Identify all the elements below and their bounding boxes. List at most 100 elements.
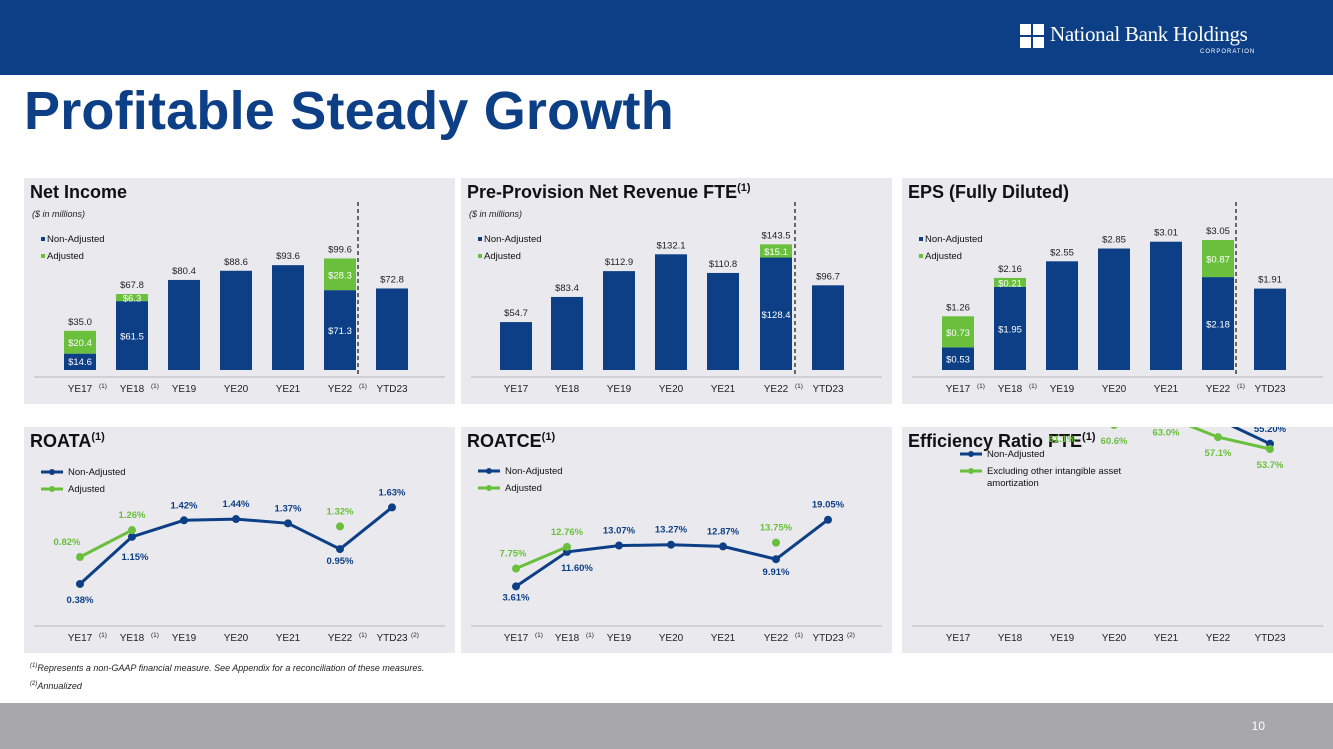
roatce-panel: ROATCE(1) Non-Adjusted Adjusted YE17 (1) YE1… [461,427,892,653]
bar-adjusted [324,258,356,291]
x-tick-label: YE20 [659,633,684,644]
x-tick-note: (1) [1029,383,1037,390]
x-tick-label: YE21 [1154,633,1179,644]
x-tick-label: YTD23 [376,633,408,644]
data-point [232,515,240,524]
panel-title: ROATA(1) [30,431,105,451]
data-point [824,515,832,524]
legend-label: Non-Adjusted [484,234,542,245]
bar-non-adjusted [1046,261,1078,370]
x-tick-note: (1) [1237,383,1245,390]
chart-subtitle: ($ in millions) [32,209,85,219]
panel-title: Pre-Provision Net Revenue FTE(1) [467,182,751,202]
x-tick-label: YE20 [224,384,249,395]
x-tick-label: YE22 [328,633,353,644]
x-tick-label: YE20 [1102,633,1127,644]
x-tick-note: (1) [99,632,107,639]
bar-data-label: $0.87 [1206,255,1230,266]
data-point [667,540,675,549]
data-label: 19.05% [812,500,845,511]
legend-label: Non-Adjusted [47,234,105,245]
panel-title: EPS (Fully Diluted) [908,182,1070,202]
bar-total-label: $2.85 [1102,235,1126,246]
bar-non-adjusted [324,290,356,370]
bar-adjusted [116,294,148,302]
x-tick-note: (1) [795,383,803,390]
bar-non-adjusted [1150,241,1182,370]
x-tick-label: YE19 [172,633,197,644]
legend-label: Non-Adjusted [987,449,1045,460]
data-label: 12.76% [551,527,584,538]
x-tick-label: YE18 [120,384,145,395]
legend-marker [486,485,492,491]
data-label: 1.42% [171,500,198,511]
x-tick-note: (1) [99,383,107,390]
data-label: 1.15% [122,552,149,563]
data-label: 1.26% [119,510,146,521]
bar-adjusted [942,316,974,348]
roatce-chart: Non-Adjusted Adjusted YE17 (1) YE18 (1) YE19 YE… [471,466,882,644]
data-label: 13.07% [603,526,636,537]
page-number: 10 [1251,719,1265,733]
bar-non-adjusted [376,288,408,370]
net-income-panel: Net Income ($ in millions) Non-Adjusted Ad… [24,178,455,404]
bar-adjusted [1202,240,1234,278]
legend-label: Adjusted [505,483,542,494]
data-point [284,519,292,528]
x-tick-label: YE19 [1050,384,1075,395]
data-point [336,522,344,531]
data-label: 1.44% [223,499,250,510]
footnotes: (1)Represents a non-GAAP financial measu… [30,658,424,694]
data-point [388,503,396,512]
bar-total-label: $143.5 [761,230,790,241]
bar-total-label: $96.7 [816,271,840,282]
series-line [79,528,133,559]
x-tick-note: (1) [151,383,159,390]
x-tick-note: (2) [847,632,855,639]
bar-non-adjusted [942,347,974,370]
x-tick-note: (2) [411,632,419,639]
x-tick-label: YE18 [998,384,1023,395]
bar-total-label: $35.0 [68,317,92,328]
x-tick-note: (1) [359,383,367,390]
data-label: 63.0% [1153,428,1180,439]
x-tick-label: YE22 [328,384,353,395]
eps-chart: Non-Adjusted Adjusted YE17 (1) YE18 (1) YE19 YE… [912,202,1323,395]
footnote-2: (2)Annualized [30,681,82,691]
x-tick-label: YE21 [1154,384,1179,395]
x-tick-label: YE20 [659,384,684,395]
x-tick-label: YE22 [764,384,789,395]
data-point [719,542,727,551]
legend-label: Excluding other intangible asset [987,466,1122,477]
efficiency-chart: Non-Adjusted Excluding other intangible a… [912,427,1323,644]
data-label: 13.75% [760,523,793,534]
legend-swatch [919,237,923,241]
x-tick-label: YE17 [946,384,971,395]
bar-non-adjusted [500,322,532,370]
data-point [615,541,623,550]
data-point [512,582,520,591]
legend-marker [49,486,55,492]
bar-total-label: $99.6 [328,244,352,255]
legend-label: Non-Adjusted [925,234,983,245]
footnote-1: (1)Represents a non-GAAP financial measu… [30,663,425,673]
eps-panel: EPS (Fully Diluted) Non-Adjusted Adjusted… [902,178,1333,404]
x-tick-label: YTD23 [812,384,844,395]
x-tick-label: YE21 [711,633,736,644]
bar-total-label: $2.55 [1050,247,1074,258]
data-point [336,545,344,554]
data-point [772,555,780,564]
data-point [128,526,136,535]
x-tick-label: YE20 [224,633,249,644]
data-label: 12.87% [707,526,740,537]
logo-subtitle: CORPORATION [1200,49,1256,55]
x-tick-note: (1) [151,632,159,639]
bar-total-label: $2.16 [998,264,1022,275]
bar-total-label: $132.1 [656,240,685,251]
x-tick-label: YE18 [555,633,580,644]
data-label: 9.91% [763,567,790,578]
data-label: 61.1% [1049,434,1076,445]
data-label: 13.27% [655,525,688,536]
data-label: 0.95% [327,556,354,567]
x-tick-label: YE17 [68,633,93,644]
